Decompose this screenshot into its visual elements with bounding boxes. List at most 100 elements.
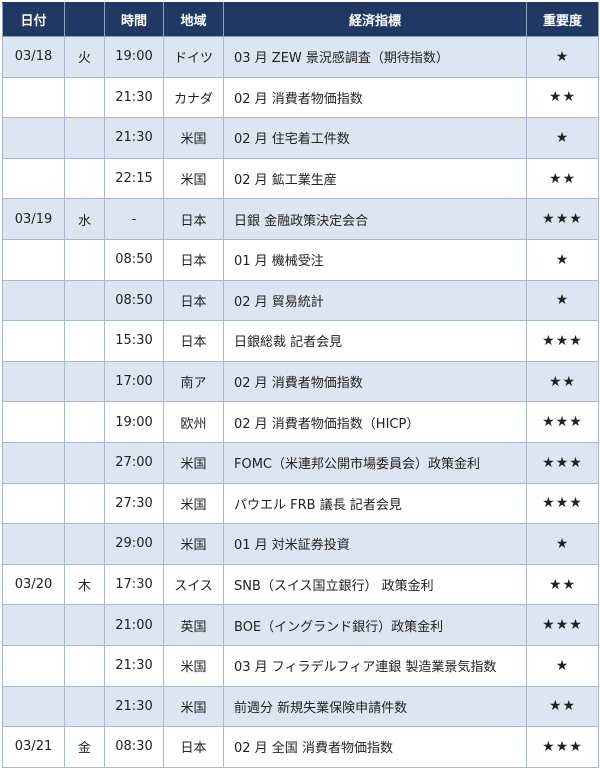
table-row: 17:00 南ア 02 月 消費者物価指数 ★★ xyxy=(2,360,599,403)
cell-time: 19:00 xyxy=(104,401,164,443)
cell-date xyxy=(2,523,65,565)
cell-region: 欧州 xyxy=(163,401,224,443)
cell-weekday xyxy=(64,360,105,403)
header-weekday xyxy=(64,2,105,37)
cell-weekday xyxy=(64,76,105,119)
cell-region: スイス xyxy=(163,563,224,606)
cell-importance: ★★★ xyxy=(526,604,599,646)
table-row: 29:00 米国 01 月 対米証券投資 ★ xyxy=(2,523,599,565)
cell-indicator: 02 月 全国 消費者物価指数 xyxy=(223,726,527,768)
cell-date xyxy=(2,320,65,362)
cell-weekday xyxy=(64,320,105,362)
cell-region: 米国 xyxy=(163,117,224,159)
cell-date xyxy=(2,76,65,119)
cell-indicator: 02 月 住宅着工件数 xyxy=(223,117,527,159)
cell-region: 米国 xyxy=(163,523,224,565)
cell-weekday: 木 xyxy=(64,563,105,606)
cell-weekday xyxy=(64,279,105,322)
header-time: 時間 xyxy=(104,2,164,37)
cell-time: 29:00 xyxy=(104,523,164,565)
cell-importance: ★ xyxy=(526,644,599,687)
cell-date xyxy=(2,644,65,687)
cell-time: 21:30 xyxy=(104,117,164,159)
cell-weekday xyxy=(64,523,105,565)
cell-region: 米国 xyxy=(163,482,224,525)
header-date: 日付 xyxy=(2,2,65,37)
cell-indicator: 日銀総裁 記者会見 xyxy=(223,320,527,362)
cell-indicator: 日銀 金融政策決定会合 xyxy=(223,198,527,240)
table-row: 21:30 米国 03 月 フィラデルフィア連銀 製造業景気指数 ★ xyxy=(2,644,599,687)
table-row: 21:30 米国 前週分 新規失業保険申請件数 ★★ xyxy=(2,685,599,728)
cell-weekday xyxy=(64,238,105,281)
cell-indicator: BOE（イングランド銀行）政策金利 xyxy=(223,604,527,646)
cell-date xyxy=(2,279,65,322)
cell-region: 日本 xyxy=(163,279,224,322)
header-importance: 重要度 xyxy=(526,2,599,37)
cell-importance: ★ xyxy=(526,117,599,159)
cell-importance: ★★★ xyxy=(526,320,599,362)
cell-region: ドイツ xyxy=(163,36,224,78)
cell-time: 08:50 xyxy=(104,279,164,322)
cell-importance: ★ xyxy=(526,279,599,322)
cell-weekday xyxy=(64,685,105,728)
cell-date xyxy=(2,157,65,200)
cell-indicator: 前週分 新規失業保険申請件数 xyxy=(223,685,527,728)
cell-indicator: FOMC（米連邦公開市場委員会）政策金利 xyxy=(223,441,527,484)
cell-weekday xyxy=(64,644,105,687)
cell-time: 22:15 xyxy=(104,157,164,200)
table-row: 27:00 米国 FOMC（米連邦公開市場委員会）政策金利 ★★★ xyxy=(2,441,599,484)
header-region: 地域 xyxy=(163,2,224,37)
cell-time: 17:30 xyxy=(104,563,164,606)
table-row: 08:50 日本 01 月 機械受注 ★ xyxy=(2,238,599,281)
cell-weekday xyxy=(64,604,105,646)
cell-indicator: 02 月 貿易統計 xyxy=(223,279,527,322)
cell-time: 17:00 xyxy=(104,360,164,403)
cell-importance: ★★ xyxy=(526,685,599,728)
cell-indicator: パウエル FRB 議長 記者会見 xyxy=(223,482,527,525)
cell-weekday: 金 xyxy=(64,726,105,768)
table-row: 21:30 カナダ 02 月 消費者物価指数 ★★ xyxy=(2,76,599,119)
cell-time: 21:00 xyxy=(104,604,164,646)
cell-weekday: 火 xyxy=(64,36,105,78)
cell-importance: ★★ xyxy=(526,563,599,606)
cell-importance: ★★★ xyxy=(526,198,599,240)
cell-date: 03/18 xyxy=(2,36,65,78)
cell-importance: ★★ xyxy=(526,157,599,200)
table-row: 03/18 火 19:00 ドイツ 03 月 ZEW 景況感調査（期待指数） ★ xyxy=(2,36,599,78)
cell-time: 21:30 xyxy=(104,76,164,119)
cell-weekday: 水 xyxy=(64,198,105,240)
cell-time: 21:30 xyxy=(104,685,164,728)
cell-weekday xyxy=(64,157,105,200)
cell-time: - xyxy=(104,198,164,240)
cell-importance: ★★★ xyxy=(526,441,599,484)
table-row: 03/20 木 17:30 スイス SNB（スイス国立銀行） 政策金利 ★★ xyxy=(2,563,599,606)
header-row: 日付 時間 地域 経済指標 重要度 xyxy=(2,2,599,37)
cell-indicator: 03 月 フィラデルフィア連銀 製造業景気指数 xyxy=(223,644,527,687)
cell-weekday xyxy=(64,441,105,484)
cell-indicator: 02 月 鉱工業生産 xyxy=(223,157,527,200)
table-row: 27:30 米国 パウエル FRB 議長 記者会見 ★★★ xyxy=(2,482,599,525)
cell-region: 南ア xyxy=(163,360,224,403)
table-row: 03/21 金 08:30 日本 02 月 全国 消費者物価指数 ★★★ xyxy=(2,726,599,768)
cell-importance: ★★★ xyxy=(526,726,599,768)
cell-indicator: 02 月 消費者物価指数 xyxy=(223,360,527,403)
cell-date xyxy=(2,685,65,728)
cell-weekday xyxy=(64,117,105,159)
cell-date: 03/19 xyxy=(2,198,65,240)
cell-time: 21:30 xyxy=(104,644,164,687)
cell-region: 米国 xyxy=(163,157,224,200)
table-row: 19:00 欧州 02 月 消費者物価指数（HICP） ★★★ xyxy=(2,401,599,443)
cell-date xyxy=(2,604,65,646)
cell-indicator: 02 月 消費者物価指数（HICP） xyxy=(223,401,527,443)
cell-region: カナダ xyxy=(163,76,224,119)
cell-indicator: 01 月 機械受注 xyxy=(223,238,527,281)
table-row: 08:50 日本 02 月 貿易統計 ★ xyxy=(2,279,599,322)
cell-region: 英国 xyxy=(163,604,224,646)
cell-time: 15:30 xyxy=(104,320,164,362)
cell-date: 03/21 xyxy=(2,726,65,768)
cell-importance: ★★ xyxy=(526,76,599,119)
cell-weekday xyxy=(64,401,105,443)
cell-region: 日本 xyxy=(163,726,224,768)
cell-importance: ★★★ xyxy=(526,401,599,443)
cell-date xyxy=(2,482,65,525)
